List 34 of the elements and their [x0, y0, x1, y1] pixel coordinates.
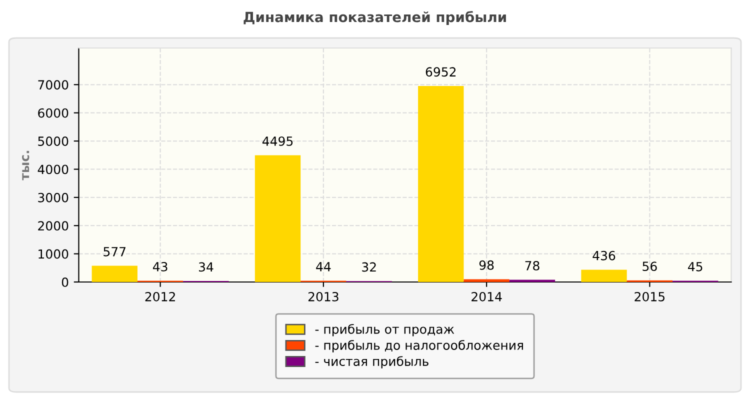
data-label: 32: [362, 262, 376, 272]
y-axis-title: тыс.: [22, 150, 30, 180]
legend-label: - прибыль до налогообложения: [315, 340, 523, 352]
data-label: 34: [198, 262, 214, 272]
data-label: 44: [316, 262, 331, 272]
bar: [254, 155, 301, 282]
data-label: 43: [152, 262, 168, 272]
y-tick-label: 1000: [38, 249, 68, 259]
data-label: 6952: [426, 67, 456, 77]
y-tick-label: 5000: [38, 136, 68, 146]
x-tick-label: 2012: [145, 292, 175, 302]
data-label: 98: [479, 260, 494, 270]
data-label: 45: [688, 262, 702, 272]
y-tick-label: 3000: [38, 192, 68, 202]
bar: [92, 266, 138, 282]
data-label: 577: [104, 247, 126, 256]
y-tick-label: 7000: [38, 80, 68, 90]
y-tick-label: 2000: [38, 221, 68, 231]
x-tick-label: 2015: [634, 292, 664, 302]
bar: [464, 279, 510, 282]
chart-title: Динамика показателей прибыли: [244, 11, 506, 25]
bar: [581, 270, 627, 282]
y-tick-label: 4000: [38, 164, 68, 174]
x-tick-label: 2013: [308, 292, 338, 302]
data-label: 56: [642, 262, 657, 272]
data-label: 4495: [262, 136, 293, 146]
data-label: 436: [592, 250, 616, 260]
y-tick-label: 6000: [38, 108, 68, 118]
legend-label: - прибыль от продаж: [315, 324, 454, 336]
data-label: 78: [525, 260, 540, 270]
x-tick-label: 2014: [472, 292, 502, 302]
bar: [418, 86, 464, 282]
y-tick-label: 0: [62, 277, 68, 287]
legend-label: - чистая прибыль: [315, 356, 428, 368]
